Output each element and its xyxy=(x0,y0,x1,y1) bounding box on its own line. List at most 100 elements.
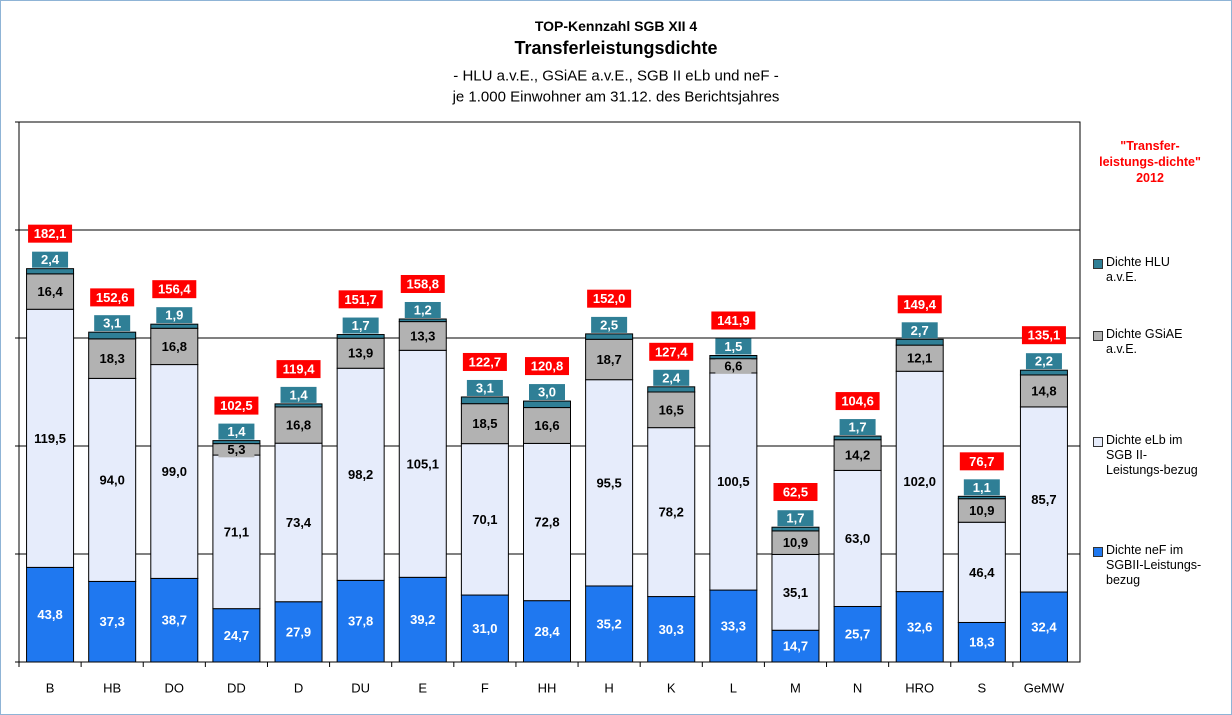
bar-segment xyxy=(523,400,571,409)
data-label: 28,4 xyxy=(534,624,560,639)
label-bg xyxy=(963,502,1000,519)
total-label-bg xyxy=(649,342,694,361)
bar-segment xyxy=(585,379,634,587)
total-label: 149,4 xyxy=(903,297,936,312)
data-label: 99,0 xyxy=(162,464,187,479)
total-label-bg xyxy=(897,295,942,314)
bar-segment xyxy=(150,577,199,663)
data-label: 78,2 xyxy=(659,505,684,520)
total-label-bg xyxy=(462,352,507,371)
label-bg xyxy=(715,357,752,374)
x-tick-label: N xyxy=(853,681,862,696)
data-label: 39,2 xyxy=(410,612,435,627)
total-label: 158,8 xyxy=(406,276,439,291)
label-bg xyxy=(901,322,938,339)
x-tick-label: DU xyxy=(351,681,370,696)
total-label-bg xyxy=(90,288,135,307)
x-tick-label: S xyxy=(977,681,986,696)
data-label: 5,3 xyxy=(227,442,245,457)
data-label: 1,2 xyxy=(414,302,432,317)
data-label: 12,1 xyxy=(907,351,932,366)
data-label: 6,6 xyxy=(724,358,742,373)
bar-segment xyxy=(709,354,758,360)
x-tick-label: L xyxy=(730,681,737,696)
bar-segment xyxy=(26,268,75,275)
bar-segment xyxy=(647,427,696,598)
data-label: 16,4 xyxy=(37,284,63,299)
data-label: 33,3 xyxy=(721,619,746,634)
label-bg xyxy=(32,283,69,300)
bar-segment xyxy=(647,386,696,393)
data-label: 18,5 xyxy=(472,416,497,431)
data-label: 13,3 xyxy=(410,328,435,343)
total-label-bg xyxy=(587,289,632,308)
bar-segment xyxy=(212,608,261,663)
bar-segment xyxy=(212,440,261,445)
data-label: 119,5 xyxy=(34,431,66,446)
data-label: 73,4 xyxy=(286,515,312,530)
data-label: 32,4 xyxy=(1031,620,1057,635)
total-label-bg xyxy=(400,274,445,293)
total-label-bg xyxy=(28,224,73,243)
data-label: 35,2 xyxy=(596,616,621,631)
bar-segment xyxy=(1019,406,1068,593)
legend-label: Dichte HLU a.v.E. xyxy=(1106,255,1170,284)
x-tick-label: M xyxy=(790,681,801,696)
data-label: 1,7 xyxy=(352,318,370,333)
data-label: 37,8 xyxy=(348,614,373,629)
label-bg xyxy=(839,447,876,464)
data-label: 35,1 xyxy=(783,585,808,600)
x-tick-label: E xyxy=(418,681,427,696)
label-bg xyxy=(715,338,752,355)
bar-segment xyxy=(274,442,323,603)
data-label: 105,1 xyxy=(406,456,439,471)
data-label: 2,5 xyxy=(600,317,618,332)
data-label: 14,8 xyxy=(1031,383,1056,398)
data-label: 3,1 xyxy=(476,380,494,395)
total-label: 127,4 xyxy=(655,344,688,359)
bar-segment xyxy=(709,372,758,591)
legend-swatch xyxy=(1093,437,1103,447)
data-label: 1,4 xyxy=(289,387,308,402)
label-bg xyxy=(466,379,503,396)
bar-segment xyxy=(895,591,944,663)
legend-label: Dichte GSiAE a.v.E. xyxy=(1106,327,1183,356)
data-label: 14,2 xyxy=(845,448,870,463)
bar-segment xyxy=(833,605,882,663)
data-label: 2,7 xyxy=(911,323,929,338)
bar-segment xyxy=(26,566,75,663)
data-label: 25,7 xyxy=(845,627,870,642)
data-label: 2,4 xyxy=(662,370,681,385)
total-label-bg xyxy=(276,360,321,379)
total-label: 135,1 xyxy=(1028,328,1061,343)
data-label: 2,4 xyxy=(41,252,60,267)
data-label: 10,9 xyxy=(783,535,808,550)
data-label: 1,5 xyxy=(724,339,742,354)
bar-segment xyxy=(895,370,944,593)
total-label-bg xyxy=(214,396,259,415)
label-bg xyxy=(839,419,876,436)
label-bg xyxy=(342,317,379,334)
total-label-bg xyxy=(773,483,818,501)
bar-segment xyxy=(895,338,944,346)
data-label: 85,7 xyxy=(1031,492,1056,507)
label-bg xyxy=(94,350,131,367)
subtitle-line: je 1.000 Einwohner am 31.12. des Bericht… xyxy=(452,89,780,106)
data-label: 1,7 xyxy=(849,420,867,435)
annotation: "Transfer-leistungs-dichte" 2012 xyxy=(1099,139,1201,185)
data-label: 38,7 xyxy=(162,613,187,628)
label-bg xyxy=(32,251,69,268)
data-label: 2,2 xyxy=(1035,354,1053,369)
total-label-bg xyxy=(525,357,569,376)
label-bg xyxy=(342,345,379,362)
label-bg xyxy=(1025,382,1062,399)
data-label: 94,0 xyxy=(100,472,125,487)
x-tick-label: DO xyxy=(165,681,185,696)
label-bg xyxy=(218,423,255,440)
x-tick-label: HRO xyxy=(905,681,934,696)
data-label: 16,5 xyxy=(659,402,684,417)
label-bg xyxy=(777,534,814,551)
data-label: 27,9 xyxy=(286,624,311,639)
data-label: 72,8 xyxy=(534,515,559,530)
bar-segment xyxy=(398,318,447,323)
